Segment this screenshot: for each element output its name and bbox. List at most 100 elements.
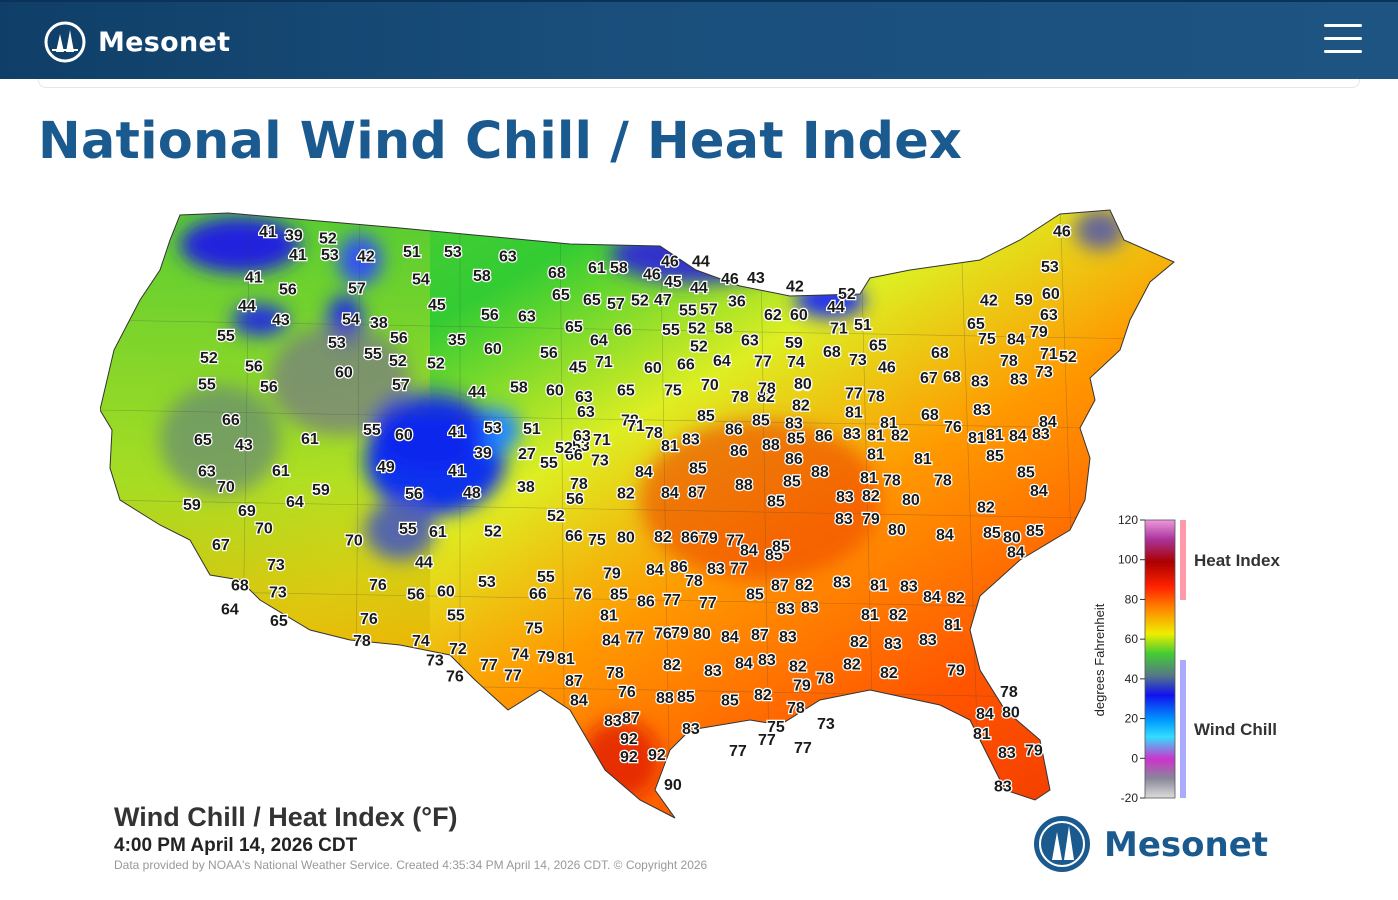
station-value-141: 79 — [947, 663, 965, 680]
station-value-262: 52 — [631, 292, 649, 309]
station-value-248: 63 — [573, 428, 591, 445]
station-value-229: 85 — [1017, 465, 1035, 482]
station-value-28: 52 — [389, 353, 407, 370]
station-value-268: 61 — [588, 260, 606, 277]
station-value-131: 77 — [626, 630, 644, 647]
station-value-150: 78 — [606, 665, 624, 682]
station-value-236: 80 — [902, 492, 920, 509]
station-value-19: 54 — [342, 312, 360, 329]
station-value-7: 53 — [444, 244, 462, 261]
station-value-206: 83 — [843, 426, 861, 443]
station-value-254: 45 — [569, 360, 587, 377]
station-value-87: 74 — [412, 633, 430, 650]
station-value-246: 63 — [575, 389, 593, 406]
station-value-295: 46 — [878, 360, 896, 377]
station-value-153: 88 — [656, 690, 674, 707]
station-value-91: 74 — [511, 646, 529, 663]
station-value-89: 73 — [426, 652, 444, 669]
station-value-274: 44 — [690, 280, 708, 297]
station-value-35: 57 — [392, 377, 410, 394]
station-value-207: 81 — [867, 427, 885, 444]
station-value-171: 77 — [758, 732, 776, 749]
map-logo-text: Mesonet — [1104, 825, 1268, 865]
station-value-119: 82 — [795, 577, 813, 594]
station-value-111: 76 — [574, 586, 592, 603]
station-value-71: 73 — [267, 557, 285, 574]
station-value-199: 78 — [645, 425, 663, 442]
station-value-310: 65 — [967, 316, 985, 333]
station-value-211: 84 — [1009, 428, 1027, 445]
station-value-319: 55 — [540, 455, 558, 472]
station-value-16: 63 — [518, 309, 536, 326]
station-value-38: 60 — [546, 382, 564, 399]
station-value-98: 80 — [617, 529, 635, 546]
station-value-271: 46 — [661, 253, 679, 270]
station-value-257: 66 — [614, 322, 632, 339]
station-value-148: 82 — [843, 657, 861, 674]
station-value-238: 82 — [862, 488, 880, 505]
station-value-204: 85 — [787, 430, 805, 447]
station-value-166: 92 — [620, 749, 638, 766]
station-value-17: 44 — [238, 298, 256, 315]
station-value-205: 86 — [815, 428, 833, 445]
mesonet-map-logo: Mesonet — [1034, 816, 1268, 872]
brand-logo-link[interactable]: Mesonet — [42, 20, 230, 64]
station-value-36: 44 — [468, 384, 486, 401]
station-value-127: 81 — [861, 607, 879, 624]
station-value-25: 55 — [217, 328, 235, 345]
station-value-185: 78 — [867, 388, 885, 405]
station-value-275: 46 — [721, 271, 739, 288]
station-value-226: 81 — [860, 470, 878, 487]
station-value-145: 83 — [758, 652, 776, 669]
station-value-219: 81 — [914, 451, 932, 468]
station-value-200: 81 — [661, 438, 679, 455]
station-value-247: 63 — [577, 404, 595, 421]
station-value-192: 82 — [792, 397, 810, 414]
station-value-249: 66 — [565, 447, 583, 464]
station-value-161: 80 — [1002, 705, 1020, 722]
station-value-167: 92 — [648, 747, 666, 764]
station-value-307: 59 — [1015, 292, 1033, 309]
station-value-0: 41 — [259, 224, 277, 241]
station-value-184: 77 — [845, 385, 863, 402]
station-value-195: 76 — [944, 419, 962, 436]
station-value-221: 82 — [617, 486, 635, 503]
station-value-9: 41 — [245, 270, 263, 287]
station-value-237: 80 — [888, 522, 906, 539]
station-value-10: 54 — [412, 271, 430, 288]
station-value-265: 57 — [700, 301, 718, 318]
station-value-317: 53 — [1041, 259, 1059, 276]
station-value-77: 60 — [437, 583, 455, 600]
station-value-124: 82 — [947, 590, 965, 607]
us-outline — [100, 209, 1175, 819]
station-value-48: 39 — [474, 445, 492, 462]
station-value-182: 82 — [757, 389, 775, 406]
station-value-296: 66 — [677, 357, 695, 374]
station-value-287: 62 — [764, 307, 782, 324]
station-value-251: 52 — [555, 440, 573, 457]
station-value-227: 78 — [883, 472, 901, 489]
station-value-188: 85 — [697, 408, 715, 425]
station-value-112: 85 — [610, 586, 628, 603]
station-value-194: 81 — [880, 415, 898, 432]
station-value-255: 71 — [595, 354, 613, 371]
station-value-134: 80 — [693, 626, 711, 643]
station-value-149: 82 — [880, 665, 898, 682]
station-value-276: 43 — [747, 270, 765, 287]
hamburger-menu-icon[interactable] — [1324, 24, 1362, 54]
station-value-240: 79 — [862, 511, 880, 528]
station-value-259: 65 — [552, 287, 570, 304]
station-value-264: 55 — [679, 303, 697, 320]
station-value-288: 60 — [790, 307, 808, 324]
station-value-128: 82 — [889, 607, 907, 624]
station-value-117: 85 — [746, 586, 764, 603]
station-value-102: 77 — [726, 532, 744, 549]
station-value-190: 85 — [752, 412, 770, 429]
station-value-225: 85 — [783, 474, 801, 491]
station-value-70: 70 — [345, 532, 363, 549]
station-value-8: 63 — [499, 249, 517, 266]
station-value-258: 65 — [565, 319, 583, 336]
station-value-176: 79 — [1025, 742, 1043, 759]
legend-tick-label-3: 60 — [1125, 632, 1139, 646]
chill-range-bar — [1180, 660, 1186, 798]
